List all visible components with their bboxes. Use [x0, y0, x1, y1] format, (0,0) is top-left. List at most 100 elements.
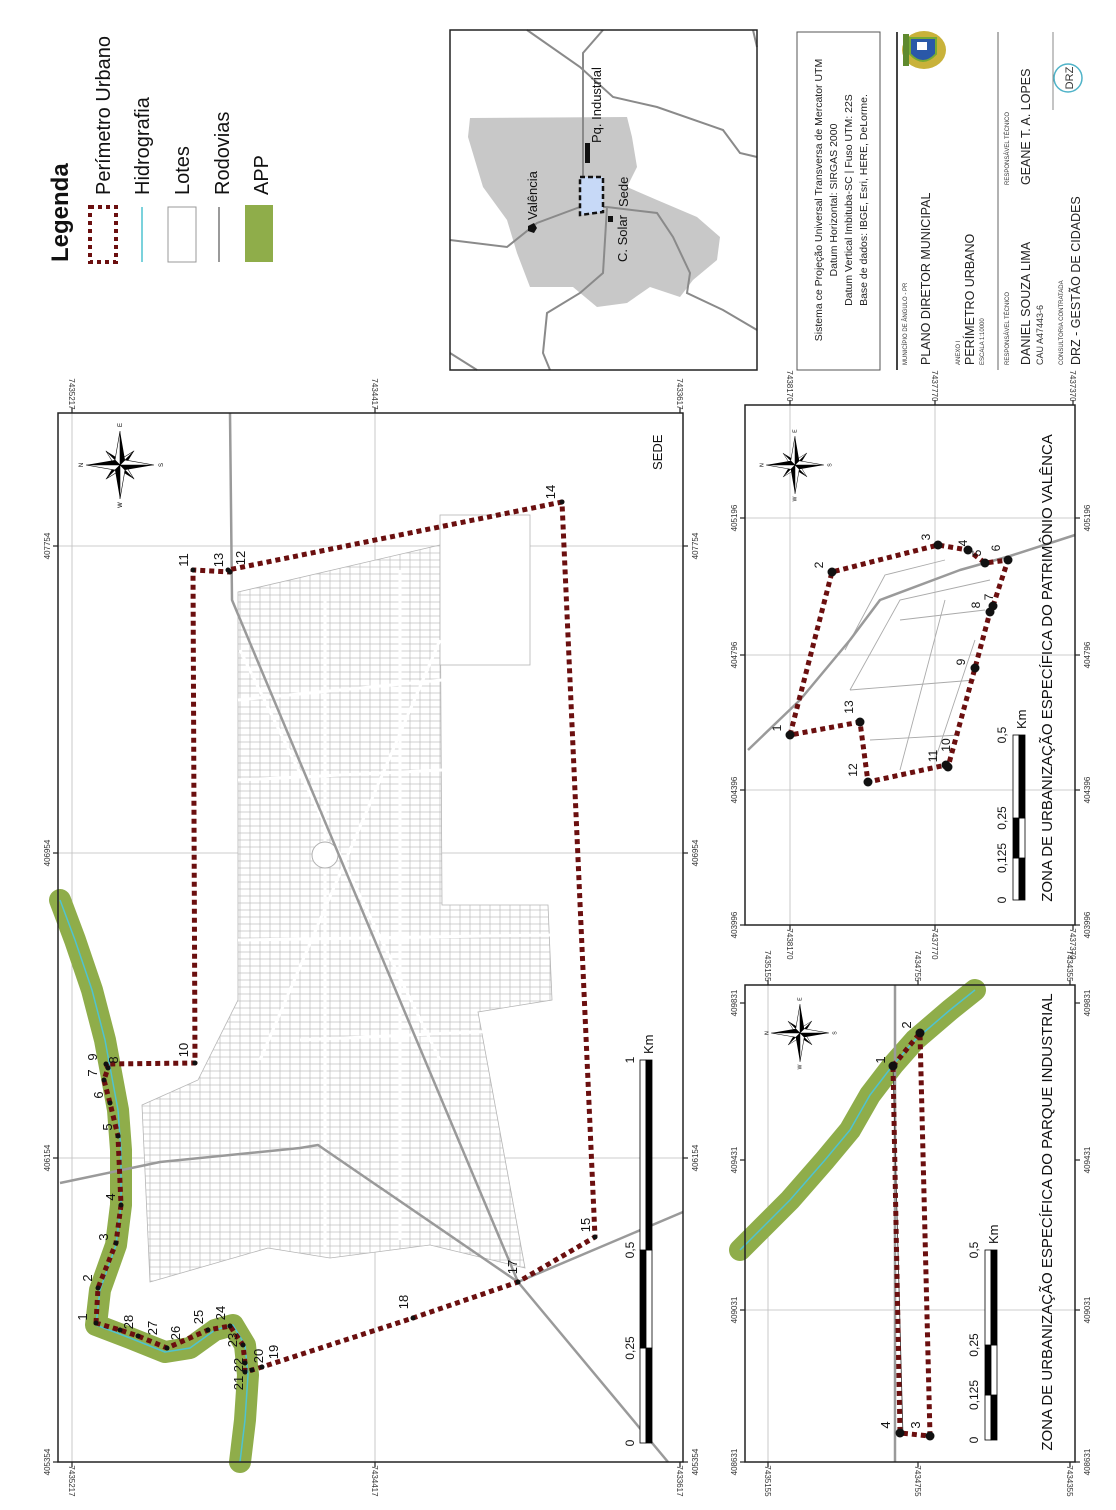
vertex-marker	[985, 607, 995, 617]
scale-unit: Km	[641, 1035, 656, 1055]
easting-tick-label: 7438170	[785, 928, 794, 960]
vertex-marker	[113, 1240, 119, 1246]
scale-segment	[639, 1347, 647, 1444]
northing-tick-label: 406954	[43, 839, 52, 866]
vertex-marker	[410, 1315, 416, 1321]
scale-unit: Km	[986, 1225, 1001, 1245]
vertex-label: 24	[213, 1306, 228, 1320]
scale-segment	[639, 1249, 647, 1349]
scale-segment	[990, 1249, 998, 1346]
responsible-2-caption: RESPONSÁVEL TÉCNICO	[1004, 112, 1011, 185]
scale-label: 0	[995, 896, 1009, 903]
easting-tick-label: 7437770	[930, 928, 939, 960]
vertex-marker	[855, 717, 865, 727]
vertex-marker	[888, 1061, 898, 1071]
drz-logo: DRZ	[1053, 63, 1083, 93]
scale-label: 0,25	[623, 1336, 637, 1360]
northing-tick-label: 403996	[1083, 911, 1092, 938]
vertex-marker	[259, 1364, 265, 1370]
vertex-marker	[559, 499, 565, 505]
lots-block	[439, 514, 531, 666]
vertex-label: 9	[85, 1053, 100, 1060]
northing-tick-label: 404396	[1083, 776, 1092, 803]
c-solar-marker	[608, 216, 613, 222]
vertex-marker	[980, 558, 990, 568]
easting-tick-label: 7434755	[913, 1465, 922, 1497]
vertex-label: 7	[85, 1069, 100, 1076]
scale-label: 0,5	[967, 1241, 981, 1258]
vertex-label: 27	[145, 1321, 160, 1335]
location-map: Valência Pq. Industrial Sede C. Solar	[449, 29, 758, 371]
vertex-label: 8	[106, 1056, 121, 1063]
vertex-label: 22	[231, 1358, 246, 1372]
vertex-label: 25	[191, 1310, 206, 1324]
vertex-label: 14	[543, 485, 558, 499]
easting-tick-label: 7435155	[763, 1465, 772, 1497]
vertex-marker	[227, 1323, 233, 1329]
scale-unit: Km	[1014, 710, 1029, 730]
location-roads	[449, 29, 758, 371]
easting-tick-label: 7438170	[785, 370, 794, 402]
vertex-label: 5	[970, 549, 984, 556]
vertex-marker	[941, 760, 951, 770]
northing-tick-label: 409031	[730, 1296, 739, 1323]
vertex-marker	[515, 1279, 521, 1285]
vertex-label: 5	[100, 1123, 115, 1130]
vertex-label: 3	[908, 1421, 923, 1428]
location-label-c-solar: C. Solar	[615, 214, 630, 262]
vertex-label: 28	[121, 1315, 136, 1329]
vertex-marker	[963, 545, 973, 555]
scale-segment	[1018, 857, 1026, 901]
consultancy-name: DRZ - GESTÃO DE CIDADES	[1069, 196, 1083, 365]
scale-segment	[984, 1344, 992, 1396]
svg-text:DRZ: DRZ	[1064, 66, 1076, 89]
vertex-label: 1	[75, 1313, 90, 1320]
northing-tick-label: 408631	[1083, 1448, 1092, 1475]
vertex-marker	[225, 567, 231, 573]
responsible-1-caption: RESPONSÁVEL TÉCNICO	[1004, 292, 1011, 365]
vertex-label: 12	[233, 551, 248, 565]
vertex-marker	[240, 1342, 246, 1348]
scale-segment	[645, 1249, 653, 1349]
northing-tick-label: 406954	[691, 839, 700, 866]
easting-tick-label: 7434355	[1065, 1465, 1074, 1497]
legend-label-rodovias: Rodovias	[212, 112, 234, 195]
title-block: Sistema ce Projeção Universal Transversa…	[796, 31, 1083, 371]
vertex-label: 10	[176, 1043, 191, 1057]
responsible-1-registration: CAU A47443-6	[1035, 305, 1045, 365]
location-label-pq-industrial: Pq. Industrial	[589, 67, 604, 143]
vertex-marker	[933, 540, 943, 550]
vertex-label: 6	[91, 1091, 106, 1098]
vertex-label: 19	[266, 1345, 281, 1359]
vertex-label: 21	[231, 1376, 246, 1390]
scale-label: 0,5	[623, 1241, 637, 1258]
scale-label: 0	[623, 1439, 637, 1446]
northing-tick-label: 406154	[691, 1144, 700, 1171]
scale-label: 0,5	[995, 726, 1009, 743]
vertex-label: 13	[842, 700, 856, 714]
vertex-label: 4	[878, 1421, 893, 1428]
vertex-label: 3	[96, 1233, 111, 1240]
easting-tick-label: 7435217	[67, 1465, 76, 1497]
vertex-marker	[915, 1028, 925, 1038]
vertex-marker	[164, 1345, 170, 1351]
vertex-label: 15	[578, 1218, 593, 1232]
location-label-valencia: Valência	[525, 170, 540, 220]
northing-tick-label: 405196	[730, 504, 739, 531]
vertex-marker	[192, 1060, 198, 1066]
vertex-marker	[103, 1061, 109, 1067]
valencia-lots	[844, 559, 991, 771]
northing-tick-label: 409031	[1083, 1296, 1092, 1323]
legend-label-perimetro: Perímetro Urbano	[93, 36, 115, 195]
vertex-marker	[863, 777, 873, 787]
urban-perimeter	[93, 499, 598, 1375]
vertex-marker	[105, 1065, 111, 1071]
vertex-marker	[785, 730, 795, 740]
scale-segment	[990, 1394, 998, 1441]
vertex-label: 2	[812, 561, 826, 568]
projection-line-3: Datum Vertical Imbituba-SC | Fuso UTM: 2…	[843, 94, 855, 306]
scale-label: 0	[967, 1436, 981, 1443]
responsible-1-name: DANIEL SOUZA LIMA	[1019, 241, 1033, 365]
municipal-coat-of-arms-logo	[902, 31, 946, 69]
vertex-label: 11	[926, 749, 940, 762]
